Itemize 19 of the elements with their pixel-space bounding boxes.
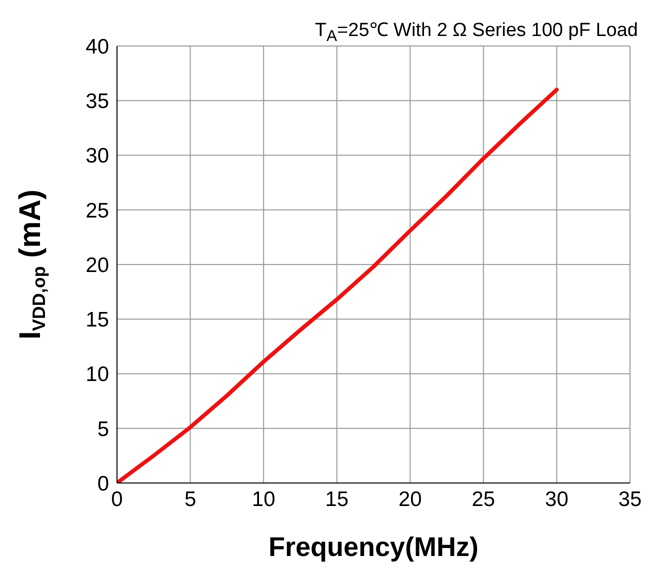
chart-title: T$_{A}$=25℃ With 2 Ω Series 100 pF Load bbox=[314, 19, 638, 46]
y-tick-label: 5 bbox=[97, 418, 109, 441]
y-tick-label: 0 bbox=[97, 472, 109, 496]
x-tick-label: 5 bbox=[184, 488, 196, 511]
y-tick-label: 10 bbox=[86, 363, 109, 386]
x-axis-title: Frequency(MHz) bbox=[268, 532, 479, 562]
x-tick-label: 20 bbox=[398, 488, 422, 511]
line-series bbox=[117, 88, 559, 483]
x-tick-label: 10 bbox=[252, 488, 276, 511]
y-tick-label: 40 bbox=[86, 35, 109, 58]
x-tick-label: 35 bbox=[618, 488, 642, 511]
y-tick-label: 20 bbox=[86, 254, 109, 277]
x-tick-label: 30 bbox=[545, 488, 568, 511]
y-tick-label: 15 bbox=[86, 308, 109, 332]
y-tick-label: 35 bbox=[86, 90, 109, 114]
y-tick-label: 30 bbox=[86, 144, 109, 168]
x-tick-label: 25 bbox=[472, 488, 496, 511]
y-tick-label: 25 bbox=[86, 199, 109, 222]
x-tick-label: 15 bbox=[325, 488, 349, 511]
